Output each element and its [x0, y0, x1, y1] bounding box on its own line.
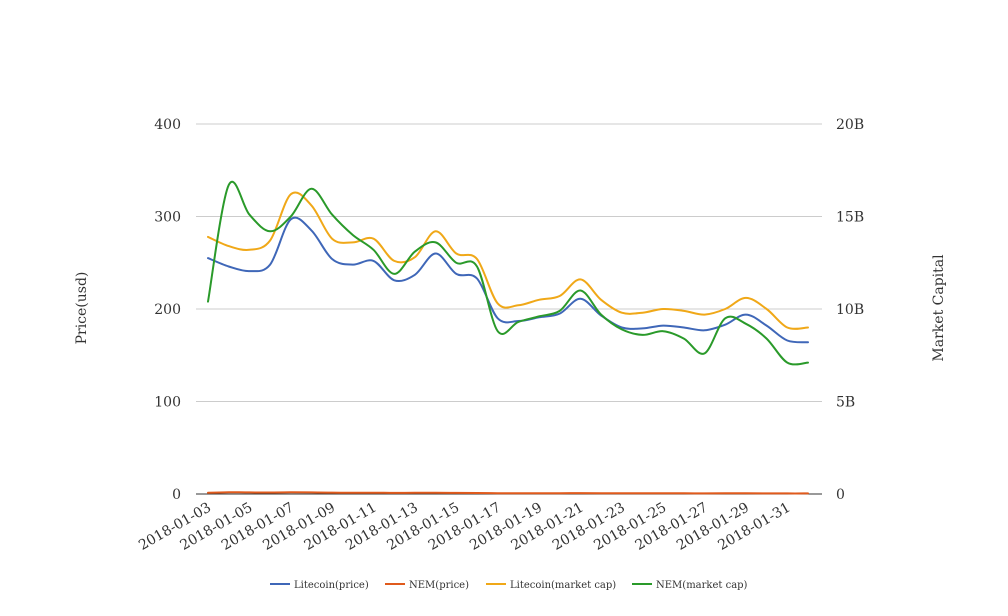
series-line-litecoin-market-cap: [207, 191, 809, 330]
series-line-nem-price: [207, 491, 809, 495]
y-right-tick-label: 15B: [836, 210, 864, 226]
legend-label: Litecoin(market cap): [510, 580, 616, 591]
y-left-tick-label: 400: [154, 117, 181, 133]
legend-item[interactable]: Litecoin(market cap): [486, 580, 616, 591]
y-right-tick-label: 20B: [836, 117, 864, 133]
y-left-tick-label: 0: [172, 487, 181, 503]
y-right-tick-label: 5B: [836, 395, 855, 411]
gridlines: [196, 123, 822, 495]
y-right-tick-label: 10B: [836, 302, 864, 318]
y-left-tick-label: 200: [154, 302, 181, 318]
legend-label: NEM(price): [409, 580, 469, 591]
y-axis-left-title: Price(usd): [74, 272, 90, 345]
y-axis-right-ticks: 0 5B 10B 15B 20B: [836, 117, 864, 503]
y-left-tick-label: 100: [154, 395, 181, 411]
series-lines: [207, 180, 809, 495]
y-right-tick-label: 0: [836, 487, 845, 503]
legend-item[interactable]: Litecoin(price): [270, 580, 369, 591]
legend-label: NEM(market cap): [656, 580, 748, 591]
legend-item[interactable]: NEM(price): [385, 580, 469, 591]
x-axis-ticks: 2018-01-032018-01-052018-01-072018-01-09…: [136, 500, 793, 554]
series-line-litecoin-price: [207, 216, 809, 344]
series-line-nem-market-cap: [207, 180, 809, 366]
legend: Litecoin(price) NEM(price) Litecoin(market…: [270, 580, 748, 591]
legend-item[interactable]: NEM(market cap): [632, 580, 748, 591]
y-left-tick-label: 300: [154, 210, 181, 226]
legend-label: Litecoin(price): [294, 580, 369, 591]
y-axis-left-ticks: 0 100 200 300 400: [154, 117, 181, 503]
y-axis-right-title: Market Capital: [931, 254, 947, 362]
